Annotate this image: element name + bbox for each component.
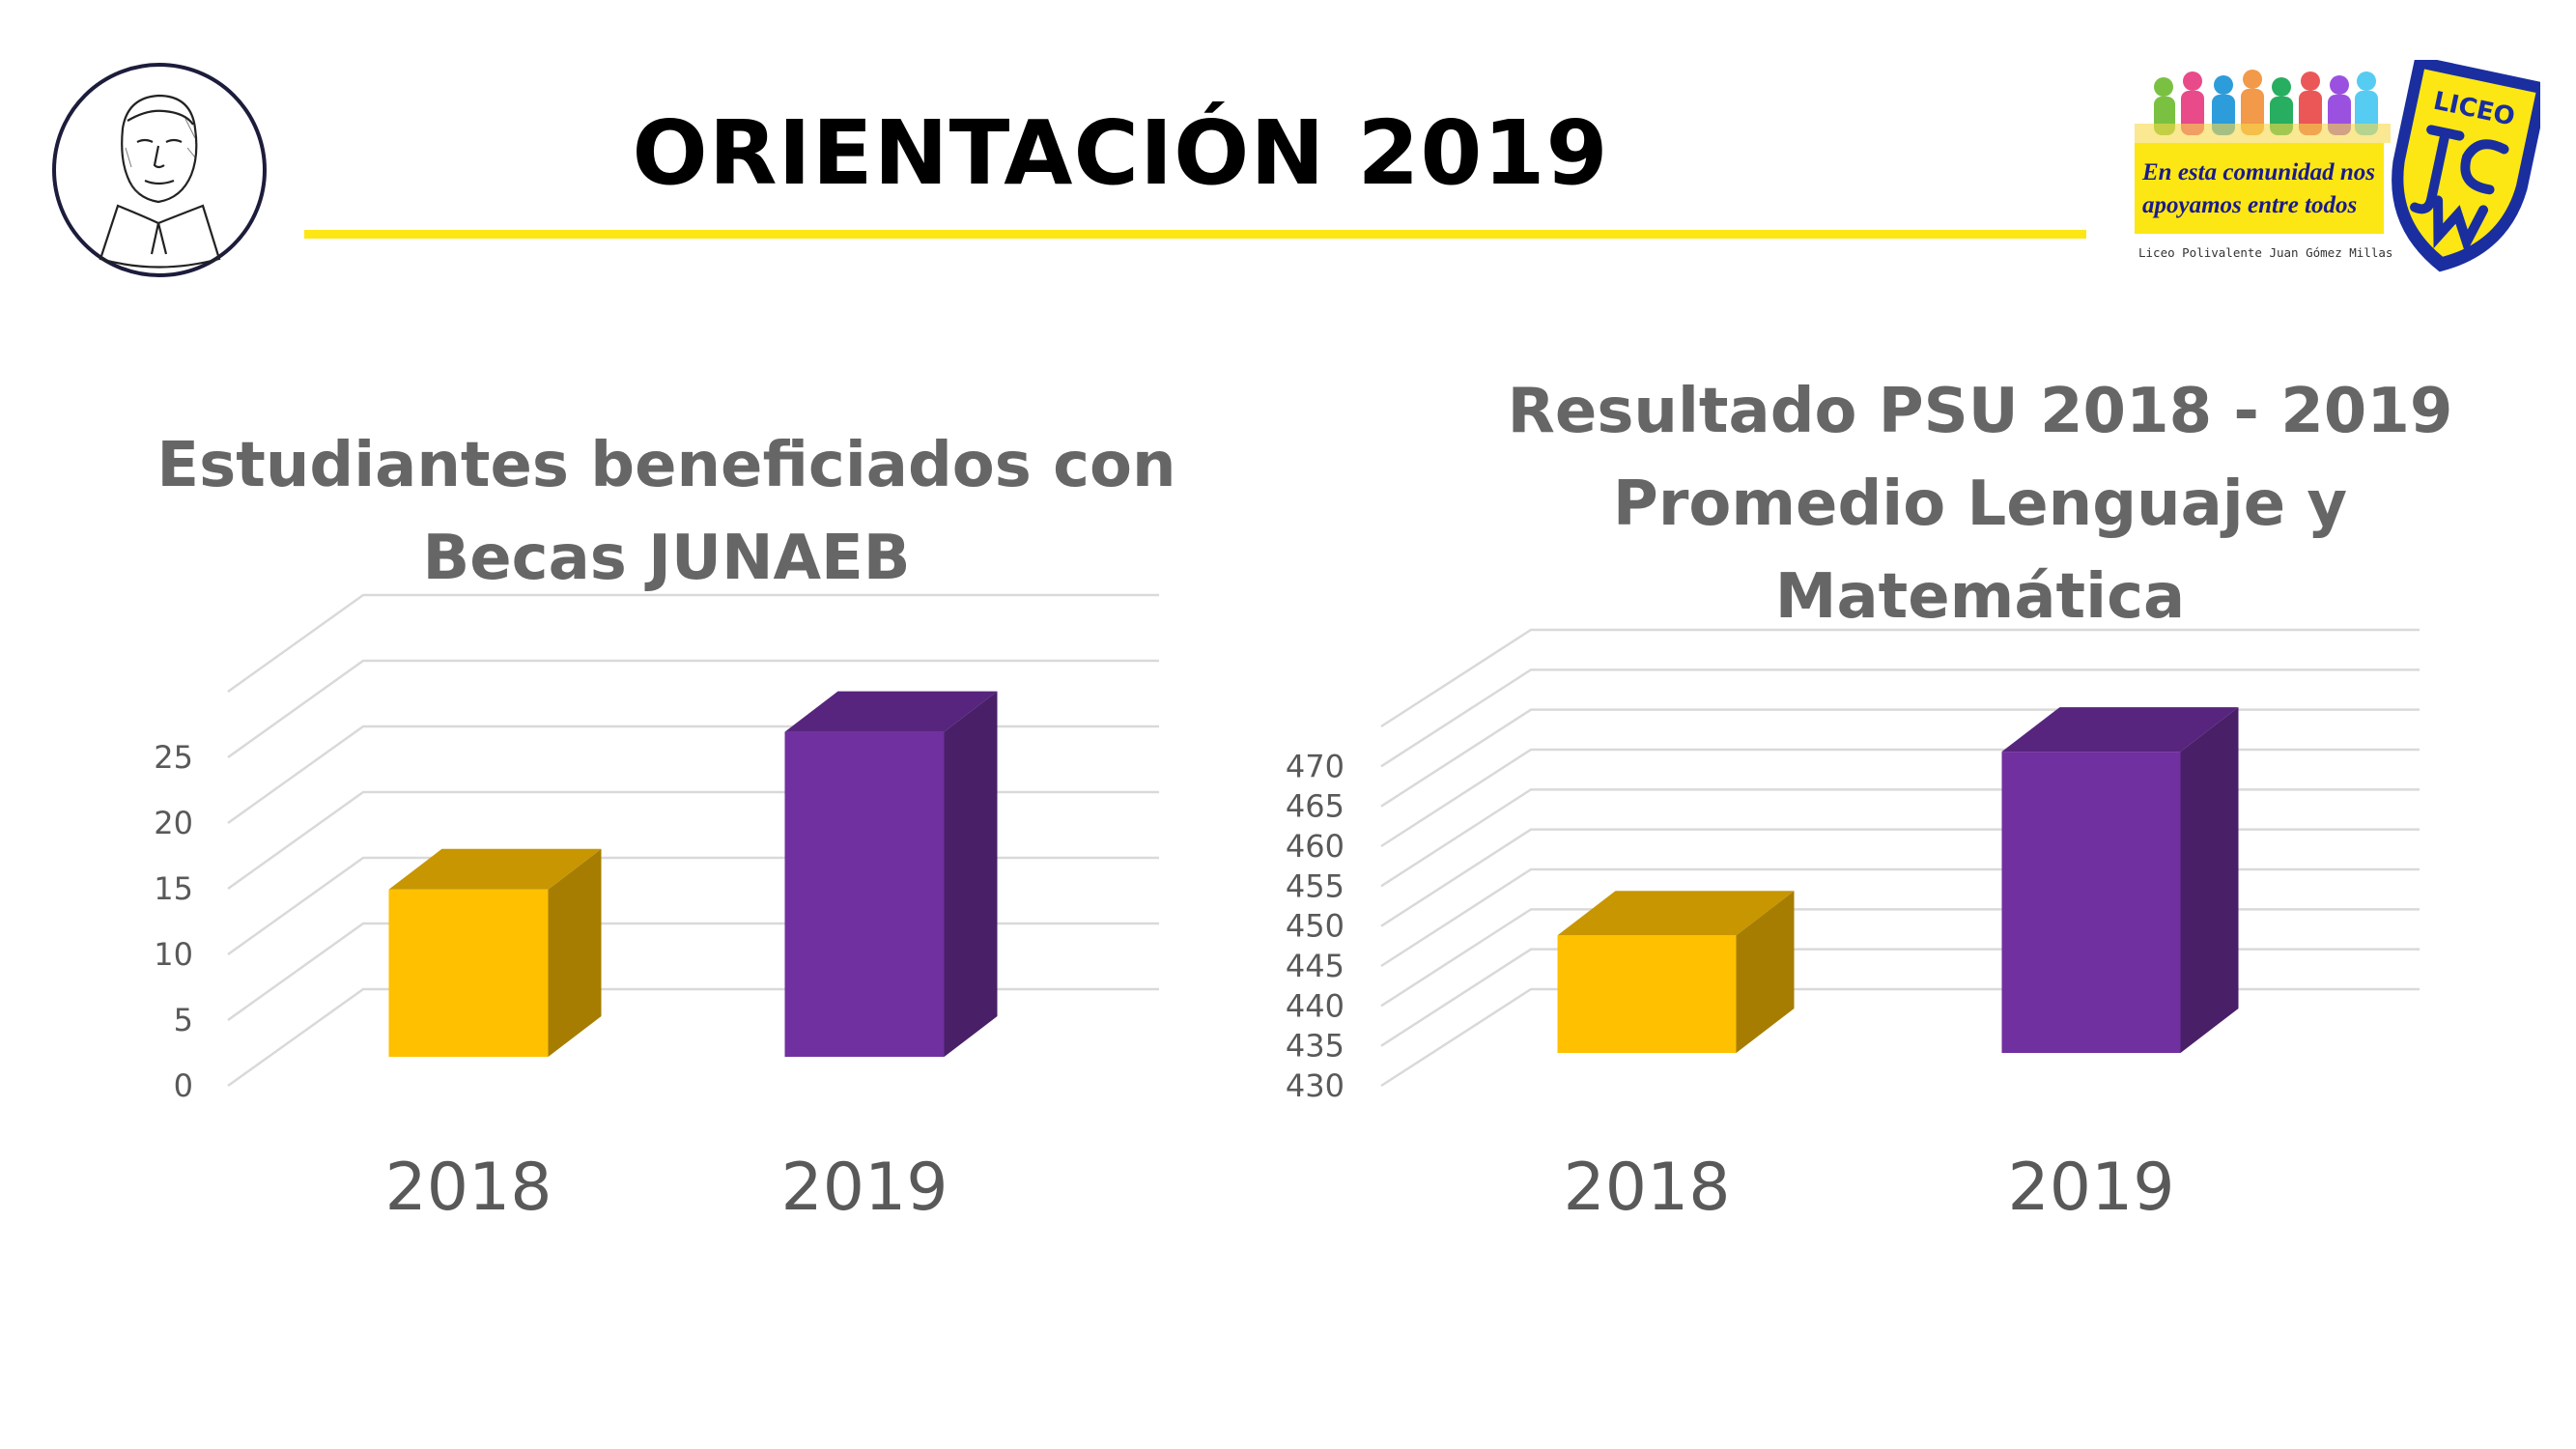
community-people-icon [2135,70,2391,143]
y-tick-label: 5 [174,1002,193,1038]
chart2-title-line2: Promedio Lenguaje y Matemática [1612,469,2348,633]
y-tick-label: 435 [1286,1028,1345,1065]
portrait-seal-icon [52,63,267,277]
y-tick-label: 0 [174,1067,193,1104]
bar-2019 [2001,707,2239,1053]
x-category-label: 2018 [1563,1150,1730,1226]
y-tick-label: 25 [154,739,193,776]
gridline [227,659,1159,759]
logo-slogan-line1: En esta comunidad nos [2141,159,2375,185]
crest-shield-icon: LICEO [2392,60,2540,272]
bar-2018 [388,848,602,1057]
chart1-title-line1: Estudiantes beneficiados con [156,430,1176,501]
logo-caption: Liceo Polivalente Juan Gómez Millas [2138,245,2392,260]
gridline [1380,628,2420,728]
chart2-title: Resultado PSU 2018 - 2019 Promedio Lengu… [1401,365,2560,643]
y-tick-label: 445 [1286,948,1345,984]
title-underline [304,230,2086,239]
y-tick-label: 430 [1286,1067,1345,1104]
chart2-title-line1: Resultado PSU 2018 - 2019 [1507,376,2453,447]
bar-2018 [1557,891,1795,1053]
y-tick-label: 455 [1286,867,1345,904]
gridline [1380,708,2420,808]
x-category-label: 2019 [780,1150,948,1226]
chart1-title: Estudiantes beneficiados con Becas JUNAE… [126,419,1207,605]
x-category-label: 2018 [384,1150,552,1226]
gridline [1380,788,2420,888]
y-tick-label: 465 [1286,788,1345,825]
gridline [227,790,1159,891]
y-tick-label: 20 [154,805,193,841]
chart1-title-line2: Becas JUNAEB [422,523,911,594]
y-tick-label: 440 [1286,987,1345,1024]
gridline [1380,828,2420,927]
gridline [1380,987,2420,1088]
gridline [227,593,1159,694]
y-tick-label: 460 [1286,828,1345,865]
x-category-label: 2019 [2007,1150,2174,1226]
gridline [227,724,1159,825]
gridline [227,856,1159,956]
logo-slogan-line2: apoyamos entre todos [2142,192,2357,218]
gridline [1380,748,2420,848]
chart1-junaeb: 0 5 10 15 20 25 2018 2019 [154,593,1159,1226]
gridline [227,987,1159,1088]
y-tick-label: 470 [1286,748,1345,784]
y-tick-label: 15 [154,870,193,907]
page-title: ORIENTACIÓN 2019 [632,101,1609,205]
gridline [1380,908,2420,1008]
gridline [1380,668,2420,768]
bar-2019 [784,691,998,1057]
y-tick-label: 10 [154,936,193,973]
y-tick-label: 450 [1286,908,1345,945]
gridline [1380,948,2420,1047]
liceo-jgm-crest-icon: En esta comunidad nos apoyamos entre tod… [2135,60,2540,272]
gridline [227,922,1159,1022]
gridline [1380,867,2420,968]
